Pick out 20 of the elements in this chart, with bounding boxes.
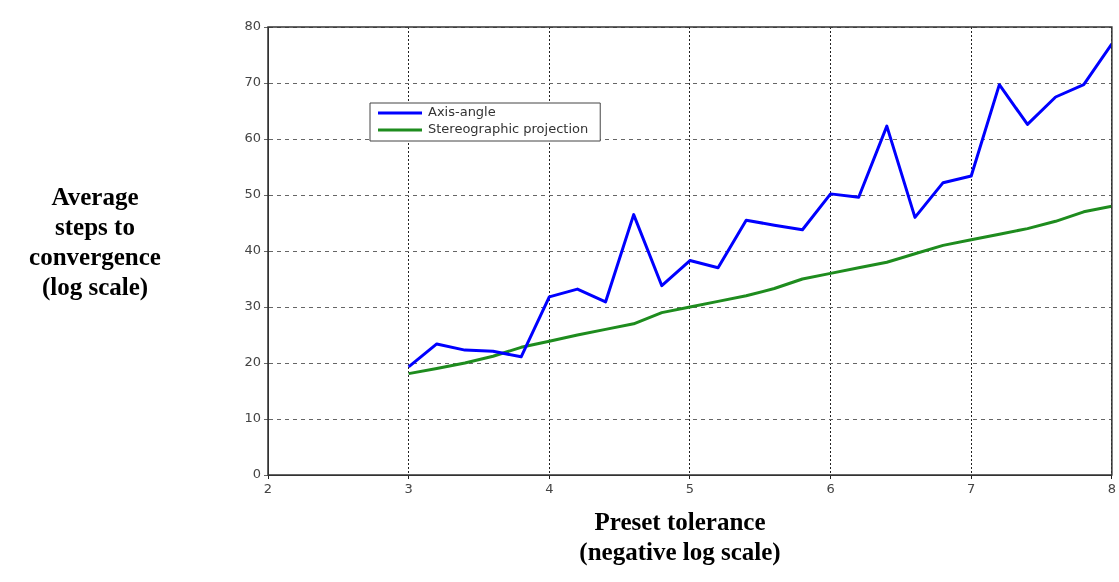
y-tick-label: 70 xyxy=(244,74,261,90)
x-tick-label: 4 xyxy=(545,481,554,497)
x-tick-label: 5 xyxy=(685,481,695,497)
legend-label: Stereographic projection xyxy=(428,121,589,137)
y-tick-label: 10 xyxy=(244,410,261,426)
y-tick-label: 0 xyxy=(252,466,261,482)
y-tick-label: 30 xyxy=(244,298,261,314)
legend-label: Axis-angle xyxy=(428,104,496,120)
y-tick-label: 60 xyxy=(244,130,261,146)
x-tick-label: 8 xyxy=(1107,481,1117,497)
x-tick-label: 3 xyxy=(404,481,413,497)
y-tick-label: 20 xyxy=(244,354,261,370)
x-tick-label: 6 xyxy=(826,481,835,497)
x-tick-label: 2 xyxy=(263,481,273,497)
y-tick-label: 50 xyxy=(244,186,261,202)
y-tick-label: 40 xyxy=(244,242,261,258)
y-tick-label: 80 xyxy=(244,18,261,34)
x-axis-title: Preset tolerance (negative log scale) xyxy=(578,507,782,567)
x-tick-label: 7 xyxy=(967,481,976,497)
y-axis-title: Average steps to convergence (log scale) xyxy=(28,182,162,302)
